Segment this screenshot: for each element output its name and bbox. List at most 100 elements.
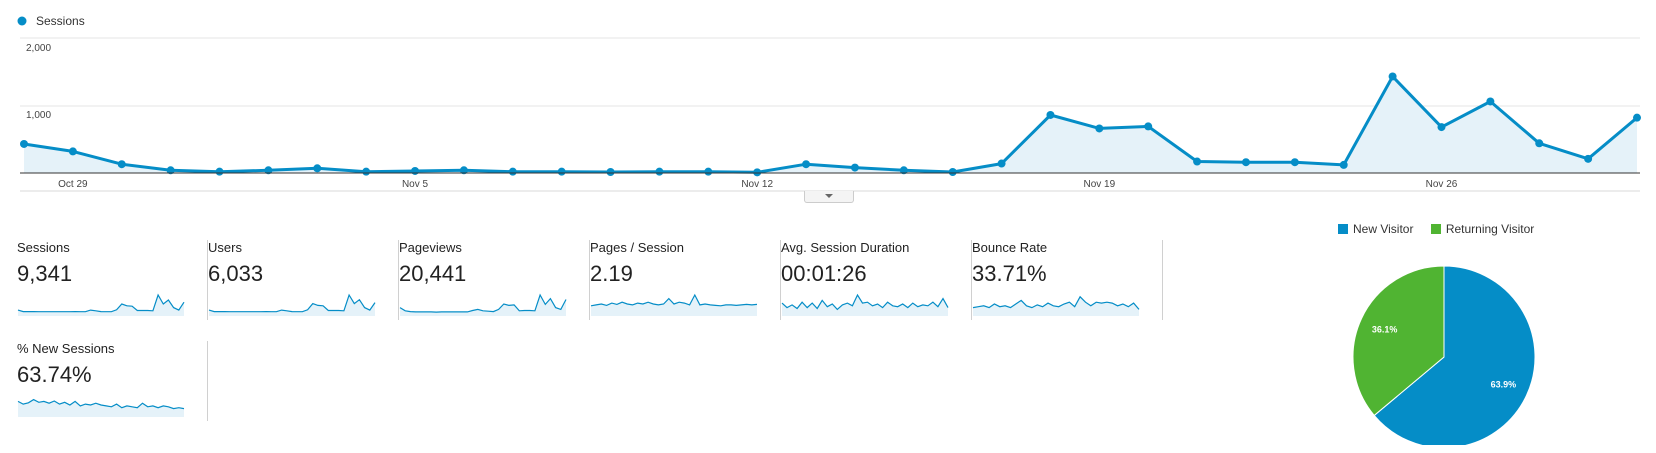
data-point[interactable] — [264, 166, 273, 175]
sparkline-line — [17, 398, 185, 410]
data-point[interactable] — [1437, 123, 1446, 132]
sparkline-area — [209, 295, 375, 316]
sparkline-line — [208, 293, 376, 313]
scorecard-label: Avg. Session Duration — [781, 240, 910, 255]
sparkline-line — [781, 293, 949, 311]
scorecard-avg-session-duration[interactable]: Avg. Session Duration 00:01:26 — [781, 240, 972, 320]
sparkline-area — [782, 295, 948, 316]
scorecard-label: Pageviews — [399, 240, 462, 255]
scorecard-bounce-rate[interactable]: Bounce Rate 33.71% — [972, 240, 1163, 320]
legend-label: New Visitor — [1353, 222, 1414, 236]
sparkline-area — [400, 295, 566, 316]
sessions-line-chart: Sessions 2,000 1,000 Oct 29 Nov 5 Nov 12… — [17, 14, 1641, 192]
scorecard-sessions[interactable]: Sessions 9,341 — [17, 240, 208, 320]
scorecard-label: Sessions — [17, 240, 70, 255]
scorecard-value: 9,341 — [17, 261, 73, 286]
legend-label: Returning Visitor — [1445, 222, 1535, 236]
data-point[interactable] — [704, 167, 713, 176]
scorecard-label: Pages / Session — [590, 240, 684, 255]
legend-item-new-visitor[interactable]: New Visitor — [1338, 222, 1413, 236]
data-point[interactable] — [948, 167, 957, 176]
pie-chart: 63.9% 36.1% — [1352, 265, 1536, 445]
sparkline-line — [590, 293, 758, 307]
data-point[interactable] — [850, 163, 859, 172]
x-tick-label-oct-29: Oct 29 — [58, 179, 88, 190]
sparkline-line — [972, 295, 1140, 310]
metric-scorecards: Sessions 9,341 Users 6,033 Pageviews 20,… — [17, 240, 1163, 430]
data-point[interactable] — [655, 167, 664, 176]
data-point[interactable] — [606, 167, 615, 176]
pie-slice-new-visitor[interactable] — [1373, 265, 1536, 445]
sessions-area — [24, 76, 1637, 173]
scorecard-value: 20,441 — [399, 261, 467, 286]
data-point[interactable] — [1486, 97, 1495, 106]
sparkline-line — [17, 293, 185, 313]
scorecard-pageviews[interactable]: Pageviews 20,441 — [399, 240, 590, 320]
data-point[interactable] — [1290, 158, 1299, 167]
data-point[interactable] — [753, 168, 762, 177]
x-tick-label-nov-26: Nov 26 — [1426, 179, 1458, 190]
y-tick-label-1000: 1,000 — [26, 110, 51, 121]
pie-slice-label-returning-visitor: 36.1% — [1372, 324, 1398, 334]
data-point[interactable] — [166, 166, 175, 175]
scorecard-value: 63.74% — [17, 362, 92, 387]
data-point[interactable] — [1339, 160, 1348, 169]
data-point[interactable] — [899, 166, 908, 175]
data-point[interactable] — [508, 167, 517, 176]
data-point[interactable] — [1193, 157, 1202, 166]
x-tick-label-nov-12: Nov 12 — [741, 179, 773, 190]
sessions-line — [23, 75, 1638, 174]
chevron-down-icon — [825, 194, 833, 198]
scorecard-value: 6,033 — [208, 261, 264, 286]
scorecard-value: 33.71% — [972, 261, 1047, 286]
scorecard-users[interactable]: Users 6,033 — [208, 240, 399, 320]
data-point[interactable] — [117, 160, 126, 169]
legend-swatch — [1338, 224, 1348, 234]
data-point[interactable] — [1241, 158, 1250, 167]
legend-swatch — [1430, 224, 1441, 234]
visitor-type-pie: 63.9% 36.1% New Visitor Returning Visito… — [1330, 215, 1650, 445]
scorecard-sparkline — [208, 293, 376, 316]
data-point[interactable] — [411, 166, 420, 175]
scorecard-value: 00:01:26 — [781, 261, 867, 286]
scorecard-sparkline — [590, 293, 758, 316]
sessions-points — [20, 72, 1641, 177]
data-point[interactable] — [1633, 113, 1641, 122]
sparkline-line — [399, 293, 567, 313]
sparkline-area — [18, 399, 184, 417]
scorecard-sparkline — [972, 295, 1140, 316]
legend-sessions-label: Sessions — [36, 14, 85, 28]
data-point[interactable] — [20, 139, 28, 148]
sparkline-area — [591, 295, 757, 316]
data-point[interactable] — [1144, 122, 1153, 131]
scorecard-label: Users — [208, 240, 242, 255]
data-point[interactable] — [1046, 110, 1055, 119]
y-tick-label-2000: 2,000 — [26, 43, 51, 54]
data-point[interactable] — [997, 159, 1006, 168]
data-point[interactable] — [459, 166, 468, 175]
data-point[interactable] — [1095, 124, 1104, 133]
data-point[interactable] — [68, 147, 77, 156]
data-point[interactable] — [215, 167, 224, 176]
scorecard-new-sessions[interactable]: % New Sessions 63.74% — [17, 341, 208, 421]
scorecard-sparkline — [781, 293, 949, 316]
scorecard-sparkline — [17, 293, 185, 316]
data-point[interactable] — [1535, 139, 1544, 148]
data-point[interactable] — [313, 164, 322, 173]
x-tick-label-nov-5: Nov 5 — [402, 179, 429, 190]
legend-item-returning-visitor[interactable]: Returning Visitor — [1430, 222, 1535, 236]
data-point[interactable] — [1584, 154, 1593, 163]
data-point[interactable] — [1388, 72, 1397, 81]
scorecard-sparkline — [399, 293, 567, 316]
scorecard-pages-per-session[interactable]: Pages / Session 2.19 — [590, 240, 781, 320]
pie-slice-returning-visitor[interactable] — [1352, 265, 1445, 417]
legend-sessions-marker — [17, 16, 27, 26]
data-point[interactable] — [557, 167, 566, 176]
pie-slice-label-new-visitor: 63.9% — [1491, 380, 1517, 390]
data-point[interactable] — [802, 160, 811, 169]
data-point[interactable] — [362, 167, 371, 176]
pie-legend: New Visitor Returning Visitor — [1338, 222, 1548, 236]
chart-expand-toggle[interactable] — [804, 191, 854, 203]
scorecard-value: 2.19 — [590, 261, 633, 286]
sparkline-area — [18, 295, 184, 316]
